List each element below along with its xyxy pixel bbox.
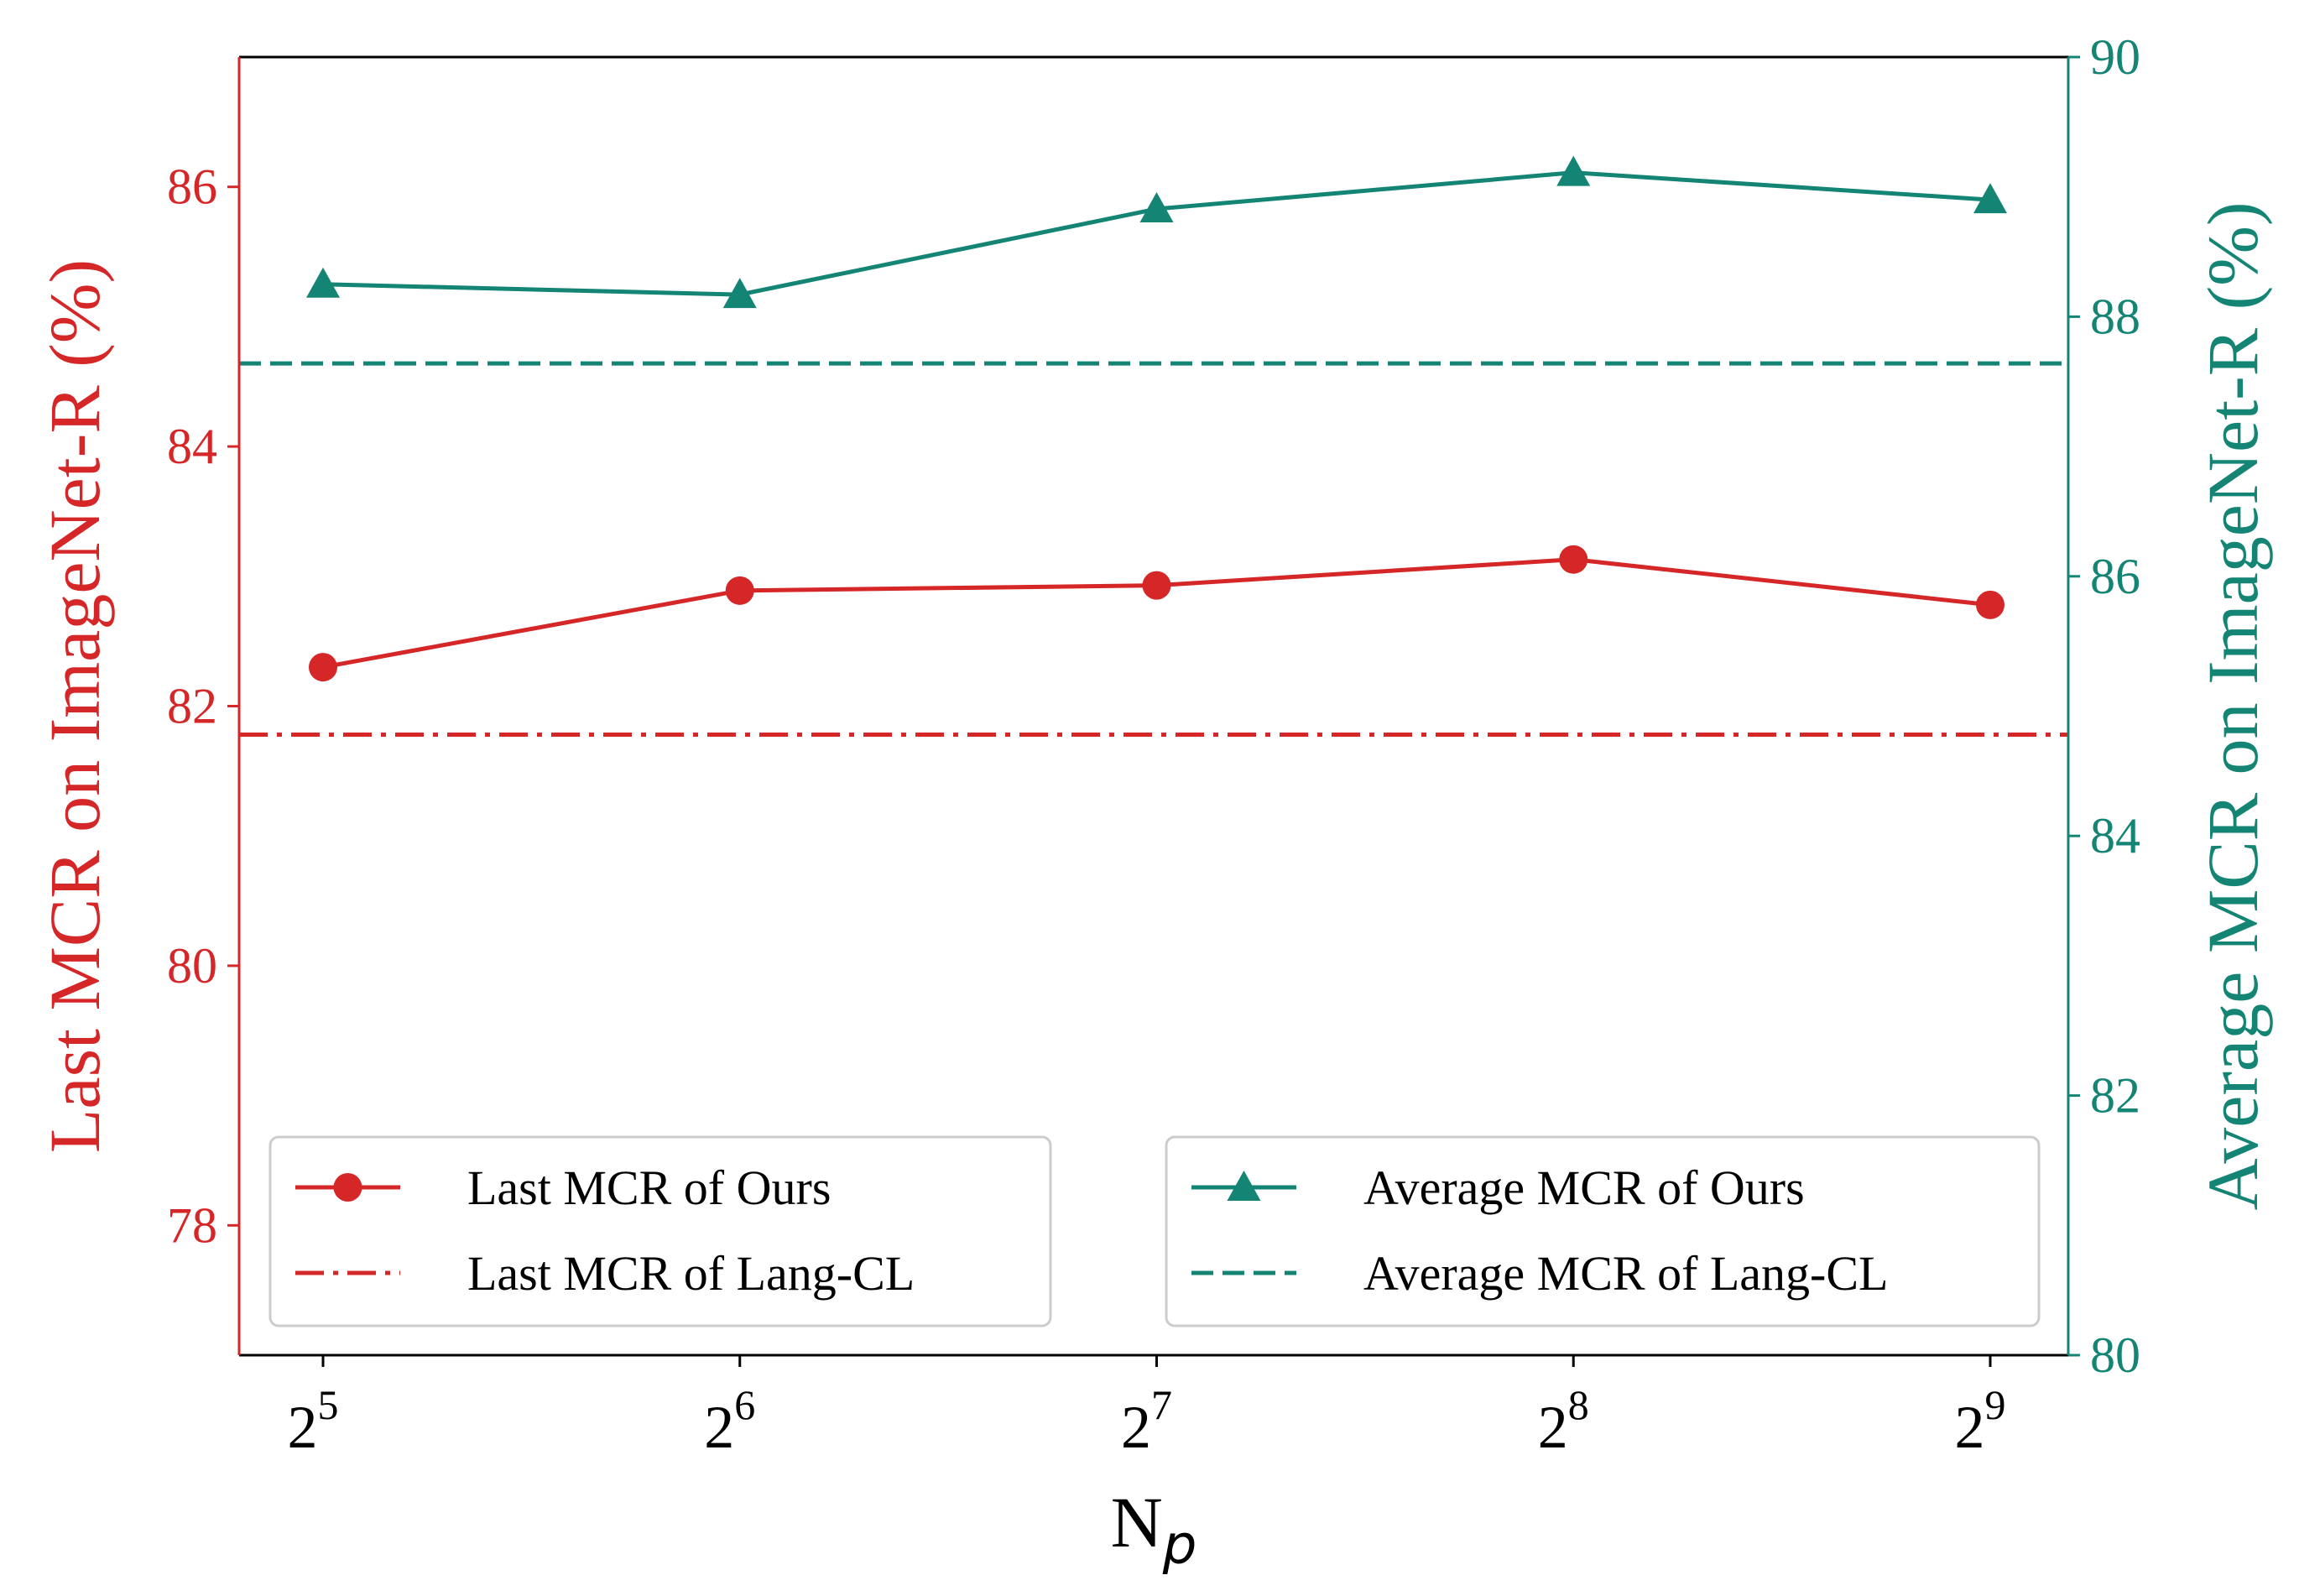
legend-label: Last MCR of Lang-CL bbox=[467, 1246, 915, 1301]
data-point bbox=[1559, 545, 1588, 574]
legend-marker bbox=[333, 1173, 362, 1202]
data-point bbox=[1142, 571, 1171, 600]
right-tick-label: 90 bbox=[2090, 29, 2140, 85]
data-point bbox=[1973, 183, 2007, 214]
series-2 bbox=[306, 155, 2007, 309]
legend-marker bbox=[1227, 1171, 1261, 1201]
right-tick-label: 80 bbox=[2090, 1327, 2140, 1383]
left-tick-label: 84 bbox=[167, 419, 217, 474]
data-point bbox=[309, 653, 337, 682]
legend-lower-left: Last MCR of Ours Last MCR of Lang-CL bbox=[268, 1135, 1052, 1327]
x-tick-label: 27 bbox=[1121, 1381, 1172, 1461]
data-point bbox=[725, 576, 754, 605]
data-point bbox=[722, 278, 757, 309]
legend-label: Average MCR of Ours bbox=[1363, 1160, 1805, 1215]
x-tick-label: 28 bbox=[1538, 1381, 1589, 1461]
left-axis-label: Last MCR on ImageNet-R (%) bbox=[34, 259, 115, 1153]
left-tick-label: 80 bbox=[167, 938, 217, 994]
left-tick-label: 86 bbox=[167, 159, 217, 215]
x-tick-label: 26 bbox=[704, 1381, 755, 1461]
legend-label: Average MCR of Lang-CL bbox=[1363, 1246, 1888, 1301]
right-tick-label: 82 bbox=[2090, 1068, 2140, 1124]
legend-label: Last MCR of Ours bbox=[467, 1160, 831, 1215]
right-tick-label: 88 bbox=[2090, 289, 2140, 344]
data-point bbox=[1556, 155, 1591, 186]
legend-frame bbox=[268, 1135, 1052, 1327]
left-tick-label: 82 bbox=[167, 679, 217, 734]
data-point bbox=[1139, 191, 1174, 222]
legend-lower-right: Average MCR of Ours Average MCR of Lang-C… bbox=[1165, 1135, 2041, 1327]
x-tick-label: 29 bbox=[1955, 1381, 2006, 1461]
x-tick-label: 25 bbox=[288, 1381, 339, 1461]
right-tick-label: 84 bbox=[2090, 808, 2140, 863]
series-0 bbox=[309, 545, 2004, 682]
x-axis-label: Np bbox=[1111, 1482, 1197, 1577]
legend-frame bbox=[1165, 1135, 2041, 1327]
right-axis-label: Average MCR on ImageNet-R (%) bbox=[2192, 201, 2273, 1210]
data-point bbox=[306, 267, 340, 298]
right-tick-label: 86 bbox=[2090, 549, 2140, 604]
data-point bbox=[1976, 590, 2004, 619]
left-tick-label: 78 bbox=[167, 1197, 217, 1253]
